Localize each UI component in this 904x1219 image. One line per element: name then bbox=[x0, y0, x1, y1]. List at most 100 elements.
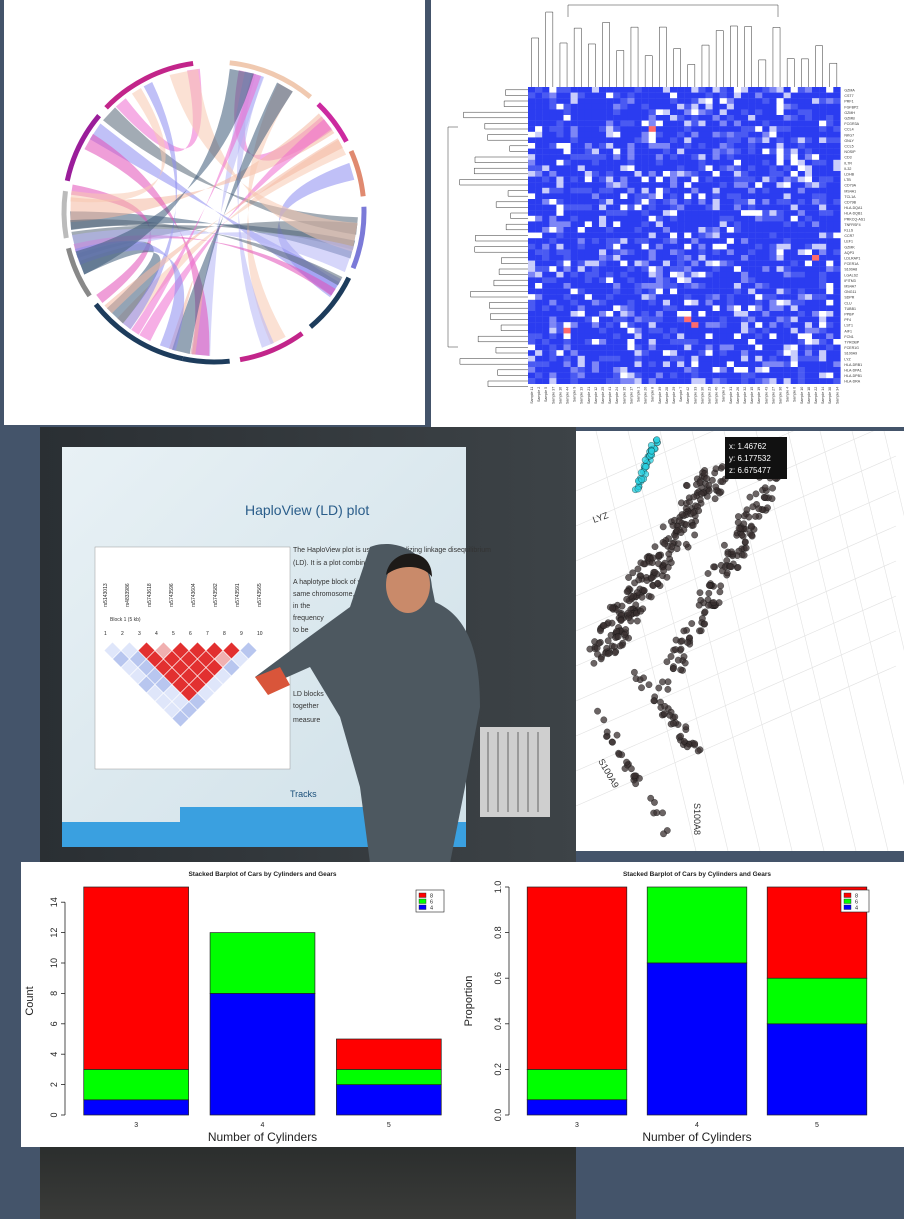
gene-label: PRKCQ-AS1 bbox=[844, 217, 865, 221]
heatmap-cell bbox=[705, 131, 713, 138]
heatmap-cell bbox=[535, 92, 543, 99]
heatmap-cell bbox=[577, 120, 585, 127]
heatmap-cell bbox=[641, 255, 649, 261]
heatmap-cell bbox=[641, 243, 649, 250]
heatmap-cell bbox=[769, 322, 777, 328]
heatmap-cell bbox=[549, 372, 557, 379]
heatmap-cell bbox=[648, 182, 656, 188]
heatmap-cell bbox=[563, 98, 571, 104]
heatmap-cell bbox=[797, 98, 806, 104]
heatmap-cell bbox=[535, 171, 543, 177]
heatmap-cell bbox=[591, 361, 600, 368]
heatmap-cell bbox=[804, 227, 813, 233]
gene-label: AIF1 bbox=[844, 329, 852, 333]
heatmap-cell bbox=[549, 199, 557, 205]
chord-ribbon bbox=[236, 72, 274, 348]
row-dendrogram bbox=[447, 89, 528, 387]
heatmap-cell bbox=[705, 199, 713, 205]
heatmap-cell bbox=[606, 316, 614, 323]
heatmap-cell bbox=[733, 238, 742, 244]
legend-swatch bbox=[418, 892, 427, 898]
heatmap-cell bbox=[769, 283, 777, 289]
heatmap-cell bbox=[826, 288, 834, 295]
heatmap-cell bbox=[741, 143, 749, 149]
heatmap-cell bbox=[577, 327, 585, 334]
heatmap-cell bbox=[549, 109, 557, 116]
heatmap-cell bbox=[677, 311, 685, 317]
hover-tooltip bbox=[725, 437, 787, 479]
scatter-point bbox=[667, 653, 675, 660]
heatmap-cell bbox=[599, 249, 607, 256]
heatmap-cell bbox=[719, 159, 727, 166]
heatmap-cell bbox=[790, 115, 798, 121]
heatmap-cell bbox=[577, 232, 585, 239]
bar-segment bbox=[336, 1038, 442, 1070]
heatmap-cell bbox=[627, 378, 635, 384]
heatmap-cell bbox=[535, 215, 543, 222]
heatmap-cell bbox=[698, 311, 706, 317]
heatmap-cell bbox=[733, 215, 742, 222]
heatmap-cell bbox=[648, 299, 656, 306]
heatmap-cell bbox=[762, 193, 770, 200]
heatmap-cell bbox=[719, 193, 727, 200]
heatmap-cell bbox=[535, 187, 543, 194]
heatmap-cell bbox=[741, 277, 749, 284]
heatmap-cell bbox=[591, 344, 600, 351]
heatmap-cell bbox=[684, 143, 692, 149]
heatmap-cell bbox=[677, 232, 685, 239]
heatmap-cell bbox=[641, 143, 649, 149]
heatmap-cell bbox=[570, 316, 578, 323]
heatmap-cell bbox=[719, 154, 727, 160]
heatmap-cell bbox=[684, 260, 692, 267]
heatmap-cell bbox=[712, 372, 720, 379]
heatmap-cell bbox=[698, 204, 706, 211]
gene-label: GZMA bbox=[844, 89, 855, 93]
heatmap-cell bbox=[698, 327, 706, 334]
heatmap-cell bbox=[648, 288, 656, 295]
heatmap-cell bbox=[627, 126, 635, 132]
heatmap-cell bbox=[620, 109, 628, 116]
heatmap-cell bbox=[591, 165, 600, 172]
heatmap-cell bbox=[769, 115, 777, 121]
heatmap-cell bbox=[599, 372, 607, 379]
heatmap-cell bbox=[677, 372, 685, 379]
heatmap-cell bbox=[833, 193, 841, 200]
heatmap-cell bbox=[762, 255, 770, 261]
heatmap-cell bbox=[641, 165, 649, 172]
heatmap-cell bbox=[812, 350, 820, 356]
heatmap-cell bbox=[648, 350, 656, 356]
gene-label: GZMB bbox=[844, 117, 855, 121]
heatmap-cell bbox=[776, 243, 784, 250]
heatmap-cell bbox=[726, 103, 735, 110]
heatmap-cell bbox=[748, 367, 756, 373]
heatmap-cell bbox=[563, 260, 571, 267]
heatmap-cell bbox=[641, 339, 649, 345]
heatmap-cell bbox=[705, 87, 713, 93]
stacked-bar-proportion: Stacked Barplot of Cars by Cylinders and… bbox=[460, 862, 904, 1147]
heatmap-cell bbox=[726, 232, 735, 239]
heatmap-cell bbox=[769, 103, 777, 110]
ld-matrix-number: 4 bbox=[155, 631, 158, 637]
heatmap-cell bbox=[819, 238, 827, 244]
heatmap-cell bbox=[833, 103, 841, 110]
heatmap-cell bbox=[528, 255, 536, 261]
heatmap-cell bbox=[741, 339, 749, 345]
heatmap-cell bbox=[584, 350, 593, 356]
heatmap-cell bbox=[797, 311, 806, 317]
heatmap-cell bbox=[535, 361, 543, 368]
heatmap-cell bbox=[804, 288, 813, 295]
heatmap-cell bbox=[584, 171, 593, 177]
heatmap-cell bbox=[648, 339, 656, 345]
heatmap-cell bbox=[634, 311, 642, 317]
heatmap-cell bbox=[833, 210, 841, 216]
heatmap-cell bbox=[655, 378, 664, 384]
bar-segment bbox=[83, 1069, 189, 1101]
heatmap-cell bbox=[641, 350, 649, 356]
sample-label: Sample 27 bbox=[771, 387, 775, 404]
heatmap-cell bbox=[563, 339, 571, 345]
heatmap-cell bbox=[655, 243, 664, 250]
scatter-point bbox=[769, 484, 776, 492]
heatmap-cell bbox=[620, 322, 628, 328]
heatmap-cell bbox=[712, 221, 720, 228]
heatmap-cell bbox=[684, 277, 692, 284]
